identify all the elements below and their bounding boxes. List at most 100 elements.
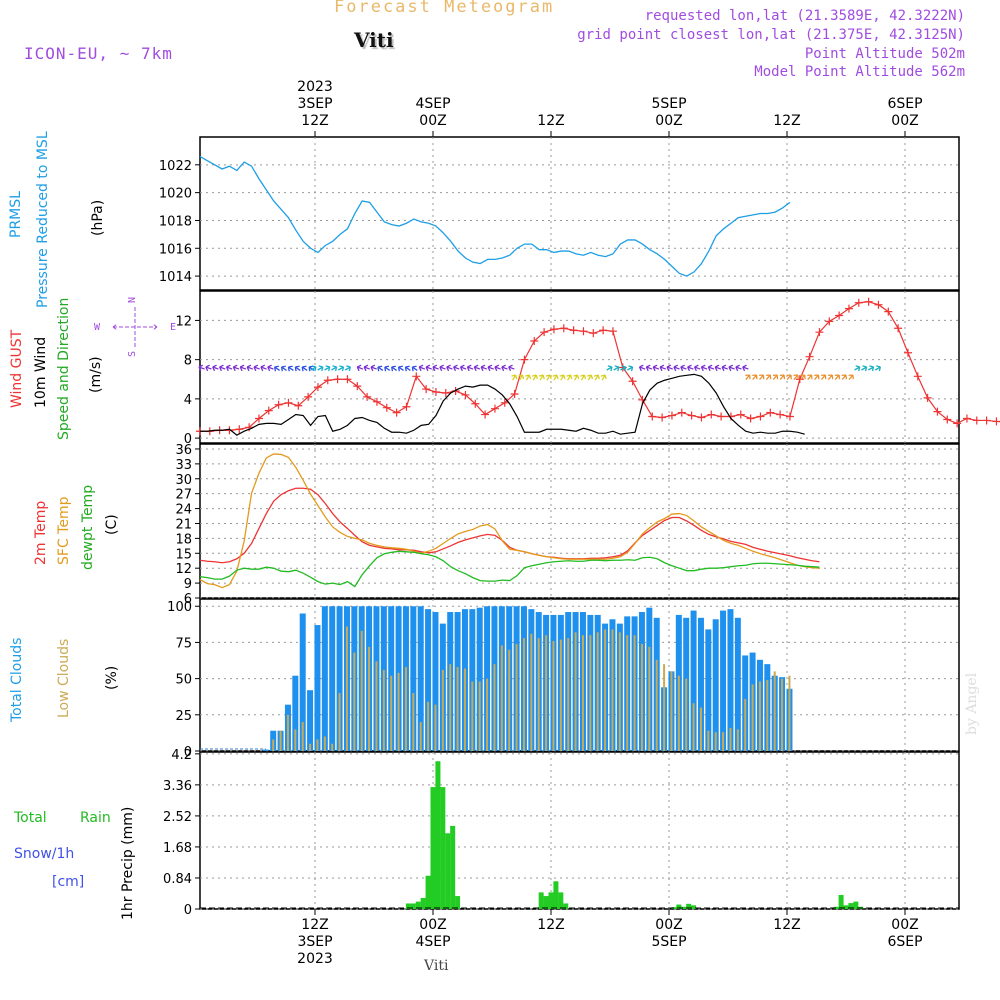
wind-direction-arrow [532,374,537,381]
rain-bar [440,787,446,909]
gust-marker [835,311,844,320]
low-cloud-bar [294,729,297,751]
wind-arrow-head [301,365,307,372]
gust-marker [510,389,519,398]
pressure-line [199,155,791,277]
low-cloud-bar [685,678,688,751]
wind-arrow-head [287,365,293,372]
wind-direction-arrow [439,366,446,370]
compass-s: S [127,351,138,357]
low-cloud-bar [272,739,275,751]
low-cloud-bar [729,727,732,751]
wind-direction-arrow [432,366,439,370]
gust-marker [353,382,362,391]
wind-arrow-head [652,364,658,372]
wind-arrow-head [693,364,699,372]
low-cloud-bar [722,732,725,751]
rain-bar [853,901,859,909]
wind-arrow-head [779,374,786,380]
wind-arrow-head [587,374,594,380]
wind-arrow-head [494,364,500,372]
wind-arrow-head [827,374,834,380]
clouds-ytick-label: 75 [175,636,192,651]
time-label-bottom: 00Z [655,917,682,933]
footer-location: Viti [424,958,449,974]
wind-arrow-head [518,374,525,380]
gust-marker [333,375,342,384]
temperature-ytick-label: 36 [175,443,192,458]
wind-arrow-head [391,365,396,372]
gust-marker [953,419,962,428]
wind-direction-arrow [765,374,771,381]
gust-marker [776,410,785,419]
total-cloud-bar [314,625,321,751]
wind-arrow-head [525,374,532,380]
wind-ytick-label: 4 [184,393,192,408]
wind-arrow-head [511,374,518,380]
gust-marker [943,415,952,424]
wind-arrow-head [480,364,486,372]
temp2m-line [199,487,820,564]
low-cloud-bar [766,680,769,751]
time-label-bottom: 5SEP [651,934,686,950]
clouds-frame [199,598,960,752]
precip-ytick-label: 4.2 [171,748,192,763]
wind-direction-arrow [580,374,585,381]
temperature-ytick-label: 15 [175,547,192,562]
wind-direction-arrow [841,374,847,381]
clouds-ytick-label: 0 [184,745,192,760]
rain-bar [563,903,569,909]
low-cloud-bar [522,638,525,751]
wind-direction-arrow [453,366,460,370]
precip-frame [199,751,960,910]
wind-arrow-head [459,364,465,372]
wind-arrow-head [600,374,607,380]
wind-arrow-head [841,374,848,380]
wind-direction-arrow [759,374,764,381]
wind-arrow-head [246,364,252,372]
wind-arrow-head [614,365,620,372]
wind-direction-arrow [260,366,267,370]
gust-marker [284,398,293,407]
gust-marker [392,408,401,417]
low-cloud-bar [663,664,666,751]
wind-direction-arrow [274,366,280,371]
wind-direction-arrow [742,366,749,370]
wind-direction-arrow [772,374,778,381]
wind-arrow-head [666,364,672,372]
gust-marker [658,413,667,422]
wind-ytick-label: 0 [184,432,192,447]
clouds-ytick-label: 50 [175,673,192,688]
wind-arrow-head [253,364,259,372]
gust-marker [913,372,922,381]
wind-arrow-head [411,365,417,372]
wind-arrow-head [800,374,806,380]
wind-direction-arrow [708,366,715,370]
total-cloud-bar [705,629,712,751]
temperature-frame [199,443,960,599]
low-cloud-bar [390,675,393,751]
wind-direction-arrow [659,366,667,370]
wind-direction-arrow [384,366,391,371]
rain-bar [686,903,692,909]
total-cloud-bar [410,606,417,751]
total-cloud-bar [734,617,741,751]
wind-arrow-head [346,365,352,372]
time-label-top: 12Z [773,113,800,129]
wind-arrow-head [807,374,813,380]
low-cloud-bar [604,629,607,751]
wind-arrow-head [225,364,231,372]
wind-arrow-head [404,365,410,372]
wind-arrow-head [752,374,758,380]
total-cloud-bar [727,609,734,751]
wind-direction-arrow [673,366,680,370]
gust-marker [402,402,411,411]
gust-marker [235,425,244,434]
gust-marker [982,416,991,425]
gust-marker [559,324,568,333]
gust-marker [864,297,873,306]
wind-arrow-head [834,374,841,380]
gridpoint-coords: grid point closest lon,lat (21.375E, 42.… [577,27,965,43]
wind-arrow-head [786,374,792,380]
wind-direction-arrow [786,374,792,381]
